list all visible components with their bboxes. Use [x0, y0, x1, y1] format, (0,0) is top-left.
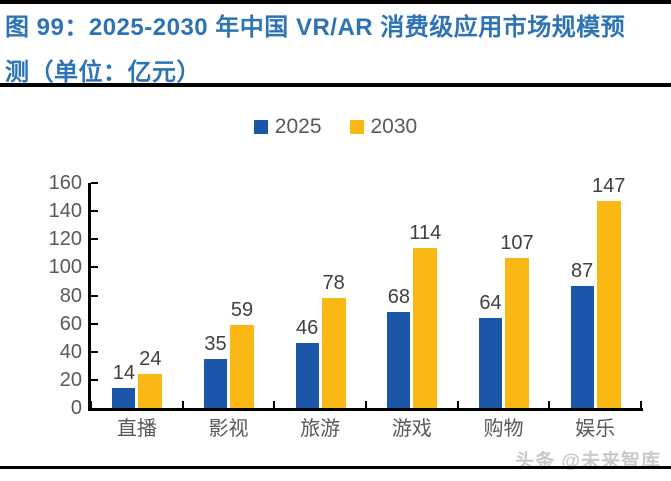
- x-axis-tick-mark: [273, 401, 276, 408]
- value-label-2030-购物: 107: [500, 231, 534, 254]
- legend-swatch-2030: [349, 120, 364, 134]
- bar-2030-直播: [138, 374, 163, 408]
- category-label-游戏: 游戏: [391, 418, 432, 440]
- category-label-影视: 影视: [208, 418, 249, 440]
- value-label-2025-影视: 35: [204, 332, 227, 355]
- title-divider-rule: [0, 83, 671, 87]
- y-axis-tick-mark: [91, 350, 98, 353]
- bar-2025-购物: [479, 318, 502, 408]
- legend-swatch-2025: [253, 120, 268, 134]
- legend-label-2025: 2025: [274, 115, 322, 138]
- top-border-rule: [0, 0, 671, 4]
- y-axis-tick-label: 60: [59, 312, 82, 335]
- value-label-2025-购物: 64: [479, 292, 502, 314]
- y-axis-tick-label: 40: [59, 340, 82, 363]
- figure-title: 图 99：2025-2030 年中国 VR/AR 消费级应用市场规模预 测（单位…: [5, 5, 669, 95]
- value-label-2030-旅游: 78: [322, 272, 345, 295]
- y-axis-tick-label: 100: [48, 256, 82, 279]
- y-axis-tick-label: 120: [48, 228, 82, 251]
- y-axis-tick-label: 140: [48, 200, 82, 223]
- bar-2030-游戏: [413, 247, 438, 408]
- x-axis-tick-mark: [181, 401, 184, 408]
- y-axis-tick-mark: [91, 182, 98, 184]
- y-axis-tick-label: 160: [48, 172, 82, 194]
- bar-2030-旅游: [321, 298, 346, 408]
- bar-2025-直播: [112, 388, 136, 408]
- figure-title-line-2: 测（单位：亿元）: [5, 59, 201, 86]
- x-axis-tick-mark: [90, 401, 92, 408]
- value-label-2025-旅游: 46: [296, 317, 319, 340]
- bar-2025-影视: [204, 358, 227, 408]
- y-axis-tick-mark: [91, 378, 98, 381]
- value-label-2025-直播: 14: [112, 362, 135, 385]
- bottom-border-rule: [0, 466, 671, 469]
- category-label-直播: 直播: [116, 418, 157, 440]
- bar-2030-影视: [230, 325, 254, 408]
- y-axis-tick-mark: [91, 294, 98, 297]
- figure-title-line-1: 图 99：2025-2030 年中国 VR/AR 消费级应用市场规模预: [5, 14, 626, 41]
- bar-2030-娱乐: [596, 201, 621, 408]
- x-axis-tick-mark: [365, 401, 367, 408]
- legend-item-2025: 2025: [253, 115, 322, 139]
- y-axis-tick-label: 20: [59, 368, 82, 391]
- chart-legend: 2025 2030: [0, 114, 671, 140]
- y-axis-tick-label: 0: [70, 397, 82, 419]
- value-label-2030-直播: 24: [139, 348, 162, 371]
- x-axis-tick-mark: [456, 401, 459, 408]
- y-axis-line: [88, 183, 91, 411]
- bar-2025-游戏: [387, 312, 411, 408]
- legend-item-2030: 2030: [349, 115, 418, 139]
- value-label-2030-影视: 59: [230, 299, 254, 322]
- y-axis-tick-mark: [91, 322, 98, 325]
- x-axis-line: [88, 408, 643, 411]
- legend-label-2030: 2030: [370, 115, 418, 138]
- y-axis-tick-mark: [91, 210, 98, 213]
- value-label-2030-娱乐: 147: [591, 175, 626, 198]
- x-axis-tick-mark: [640, 401, 642, 408]
- bar-2025-旅游: [295, 343, 319, 408]
- bar-2030-购物: [505, 257, 529, 408]
- category-label-旅游: 旅游: [300, 418, 341, 440]
- y-axis-tick-mark: [91, 266, 98, 269]
- y-axis-tick-mark: [91, 238, 98, 241]
- y-axis-tick-label: 80: [59, 284, 82, 307]
- value-label-2030-游戏: 114: [409, 221, 442, 244]
- category-label-娱乐: 娱乐: [575, 418, 616, 440]
- bar-2025-娱乐: [570, 285, 594, 408]
- value-label-2025-娱乐: 87: [571, 259, 594, 282]
- category-label-购物: 购物: [483, 418, 524, 440]
- value-label-2025-游戏: 68: [387, 286, 410, 309]
- x-axis-tick-mark: [548, 401, 551, 408]
